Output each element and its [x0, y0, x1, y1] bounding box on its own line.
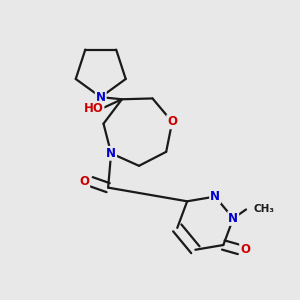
Text: CH₃: CH₃ [253, 205, 274, 214]
Text: N: N [106, 147, 116, 160]
Text: O: O [167, 115, 177, 128]
Text: O: O [240, 243, 250, 256]
Text: N: N [228, 212, 238, 225]
Text: N: N [210, 190, 220, 203]
Text: HO: HO [84, 102, 103, 115]
Text: N: N [96, 91, 106, 103]
Text: O: O [79, 175, 89, 188]
